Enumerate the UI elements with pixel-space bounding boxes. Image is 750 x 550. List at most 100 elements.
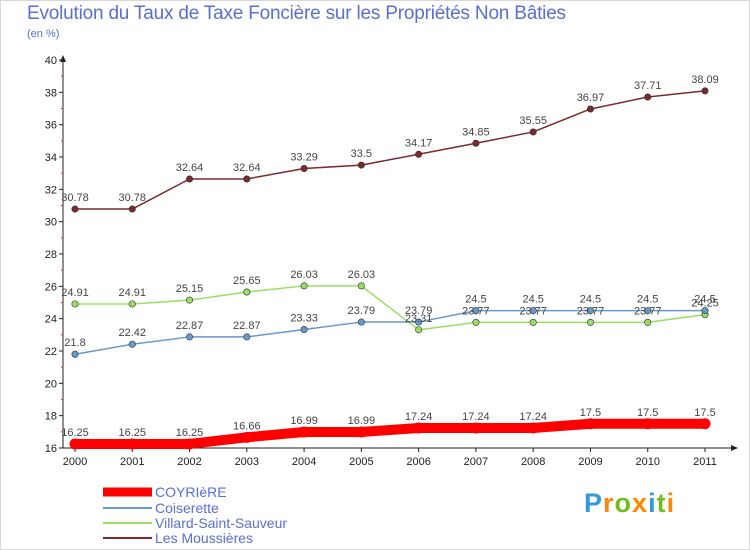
data-point	[184, 438, 196, 450]
data-label: 16.99	[348, 415, 376, 427]
data-point	[586, 318, 594, 326]
data-label: 33.5	[351, 148, 372, 160]
data-label: 21.8	[64, 337, 85, 349]
data-point	[701, 87, 709, 95]
data-label: 34.17	[405, 137, 433, 149]
data-point	[644, 307, 652, 315]
data-point	[126, 438, 138, 450]
data-label: 23.79	[348, 305, 376, 317]
data-point	[415, 326, 423, 334]
data-point	[355, 426, 367, 438]
data-point	[470, 422, 482, 434]
data-label: 16.25	[119, 427, 147, 439]
data-label: 35.55	[519, 115, 547, 127]
x-tick-label: 2010	[635, 456, 659, 468]
data-point	[529, 318, 537, 326]
data-point	[300, 325, 308, 333]
x-tick-label: 2011	[693, 456, 717, 468]
data-label: 24.91	[61, 287, 89, 299]
data-label: 24.5	[522, 294, 543, 306]
y-tick-label: 22	[45, 346, 57, 358]
x-tick-label: 2007	[464, 456, 488, 468]
data-point	[586, 307, 594, 315]
chart-title: Evolution du Taux de Taxe Foncière sur l…	[27, 3, 566, 24]
data-point	[186, 296, 194, 304]
data-point	[128, 205, 136, 213]
logo-letter: P	[584, 488, 604, 518]
data-label: 17.24	[519, 411, 547, 423]
data-point	[699, 418, 711, 430]
data-label: 22.87	[233, 320, 261, 332]
x-axis-arrow	[731, 445, 738, 451]
data-point	[186, 333, 194, 341]
data-label: 24.91	[119, 287, 147, 299]
x-tick-label: 2000	[63, 456, 87, 468]
x-tick-label: 2009	[578, 456, 602, 468]
x-tick-label: 2003	[235, 456, 259, 468]
data-point	[644, 93, 652, 101]
y-axis-arrow	[60, 55, 66, 62]
data-label: 17.5	[694, 407, 715, 419]
data-point	[186, 175, 194, 183]
series-line	[74, 285, 706, 331]
data-point	[300, 282, 308, 290]
y-tick-label: 36	[45, 120, 57, 132]
data-label: 24.5	[465, 294, 486, 306]
legend: COYRIèRECoiseretteVillard-Saint-SauveurL…	[103, 484, 287, 546]
data-point	[644, 318, 652, 326]
data-label: 23.77	[462, 305, 490, 317]
y-tick-label: 20	[45, 378, 57, 390]
data-label: 24.25	[691, 298, 719, 310]
data-point	[529, 128, 537, 136]
y-tick-label: 26	[45, 281, 57, 293]
data-label: 24.5	[580, 294, 601, 306]
data-label: 34.85	[462, 126, 490, 138]
data-point	[415, 318, 423, 326]
data-point	[415, 150, 423, 158]
data-point	[71, 300, 79, 308]
data-label: 25.15	[176, 283, 204, 295]
data-label: 25.65	[233, 275, 261, 287]
data-label: 17.5	[580, 407, 601, 419]
data-label: 37.71	[634, 80, 662, 92]
data-label: 22.87	[176, 320, 204, 332]
data-point	[243, 288, 251, 296]
logo-letter: i	[648, 488, 657, 518]
data-label: 30.78	[61, 192, 89, 204]
data-point	[357, 282, 365, 290]
series-line	[74, 90, 706, 210]
y-tick-label: 24	[45, 314, 57, 326]
data-point	[472, 307, 480, 315]
data-label: 23.77	[577, 305, 605, 317]
data-point	[69, 438, 81, 450]
y-tick-label: 30	[45, 217, 57, 229]
data-point	[243, 333, 251, 341]
data-label: 16.99	[290, 415, 318, 427]
data-point	[472, 139, 480, 147]
data-point	[298, 426, 310, 438]
chart-subtitle: (en %)	[27, 28, 60, 40]
series-line	[74, 309, 706, 355]
logo-letter: t	[656, 488, 667, 518]
logo-letter: i	[666, 488, 676, 518]
data-label: 33.29	[290, 151, 318, 163]
data-label: 17.24	[405, 411, 433, 423]
data-point	[241, 431, 253, 443]
data-label: 16.25	[61, 427, 89, 439]
data-point	[529, 307, 537, 315]
y-tick-label: 16	[45, 443, 57, 455]
data-point	[71, 205, 79, 213]
data-point	[701, 307, 709, 315]
x-tick-label: 2005	[349, 456, 373, 468]
y-tick-label: 34	[45, 152, 57, 164]
data-label: 23.31	[405, 313, 433, 325]
y-tick-label: 32	[45, 184, 57, 196]
legend-label: COYRIèRE	[155, 484, 227, 500]
data-point	[300, 164, 308, 172]
data-point	[586, 105, 594, 113]
logo-letter: x	[632, 488, 649, 518]
data-point	[413, 422, 425, 434]
data-label: 22.42	[119, 327, 147, 339]
logo-letter: r	[603, 488, 615, 518]
data-label: 23.77	[519, 305, 547, 317]
